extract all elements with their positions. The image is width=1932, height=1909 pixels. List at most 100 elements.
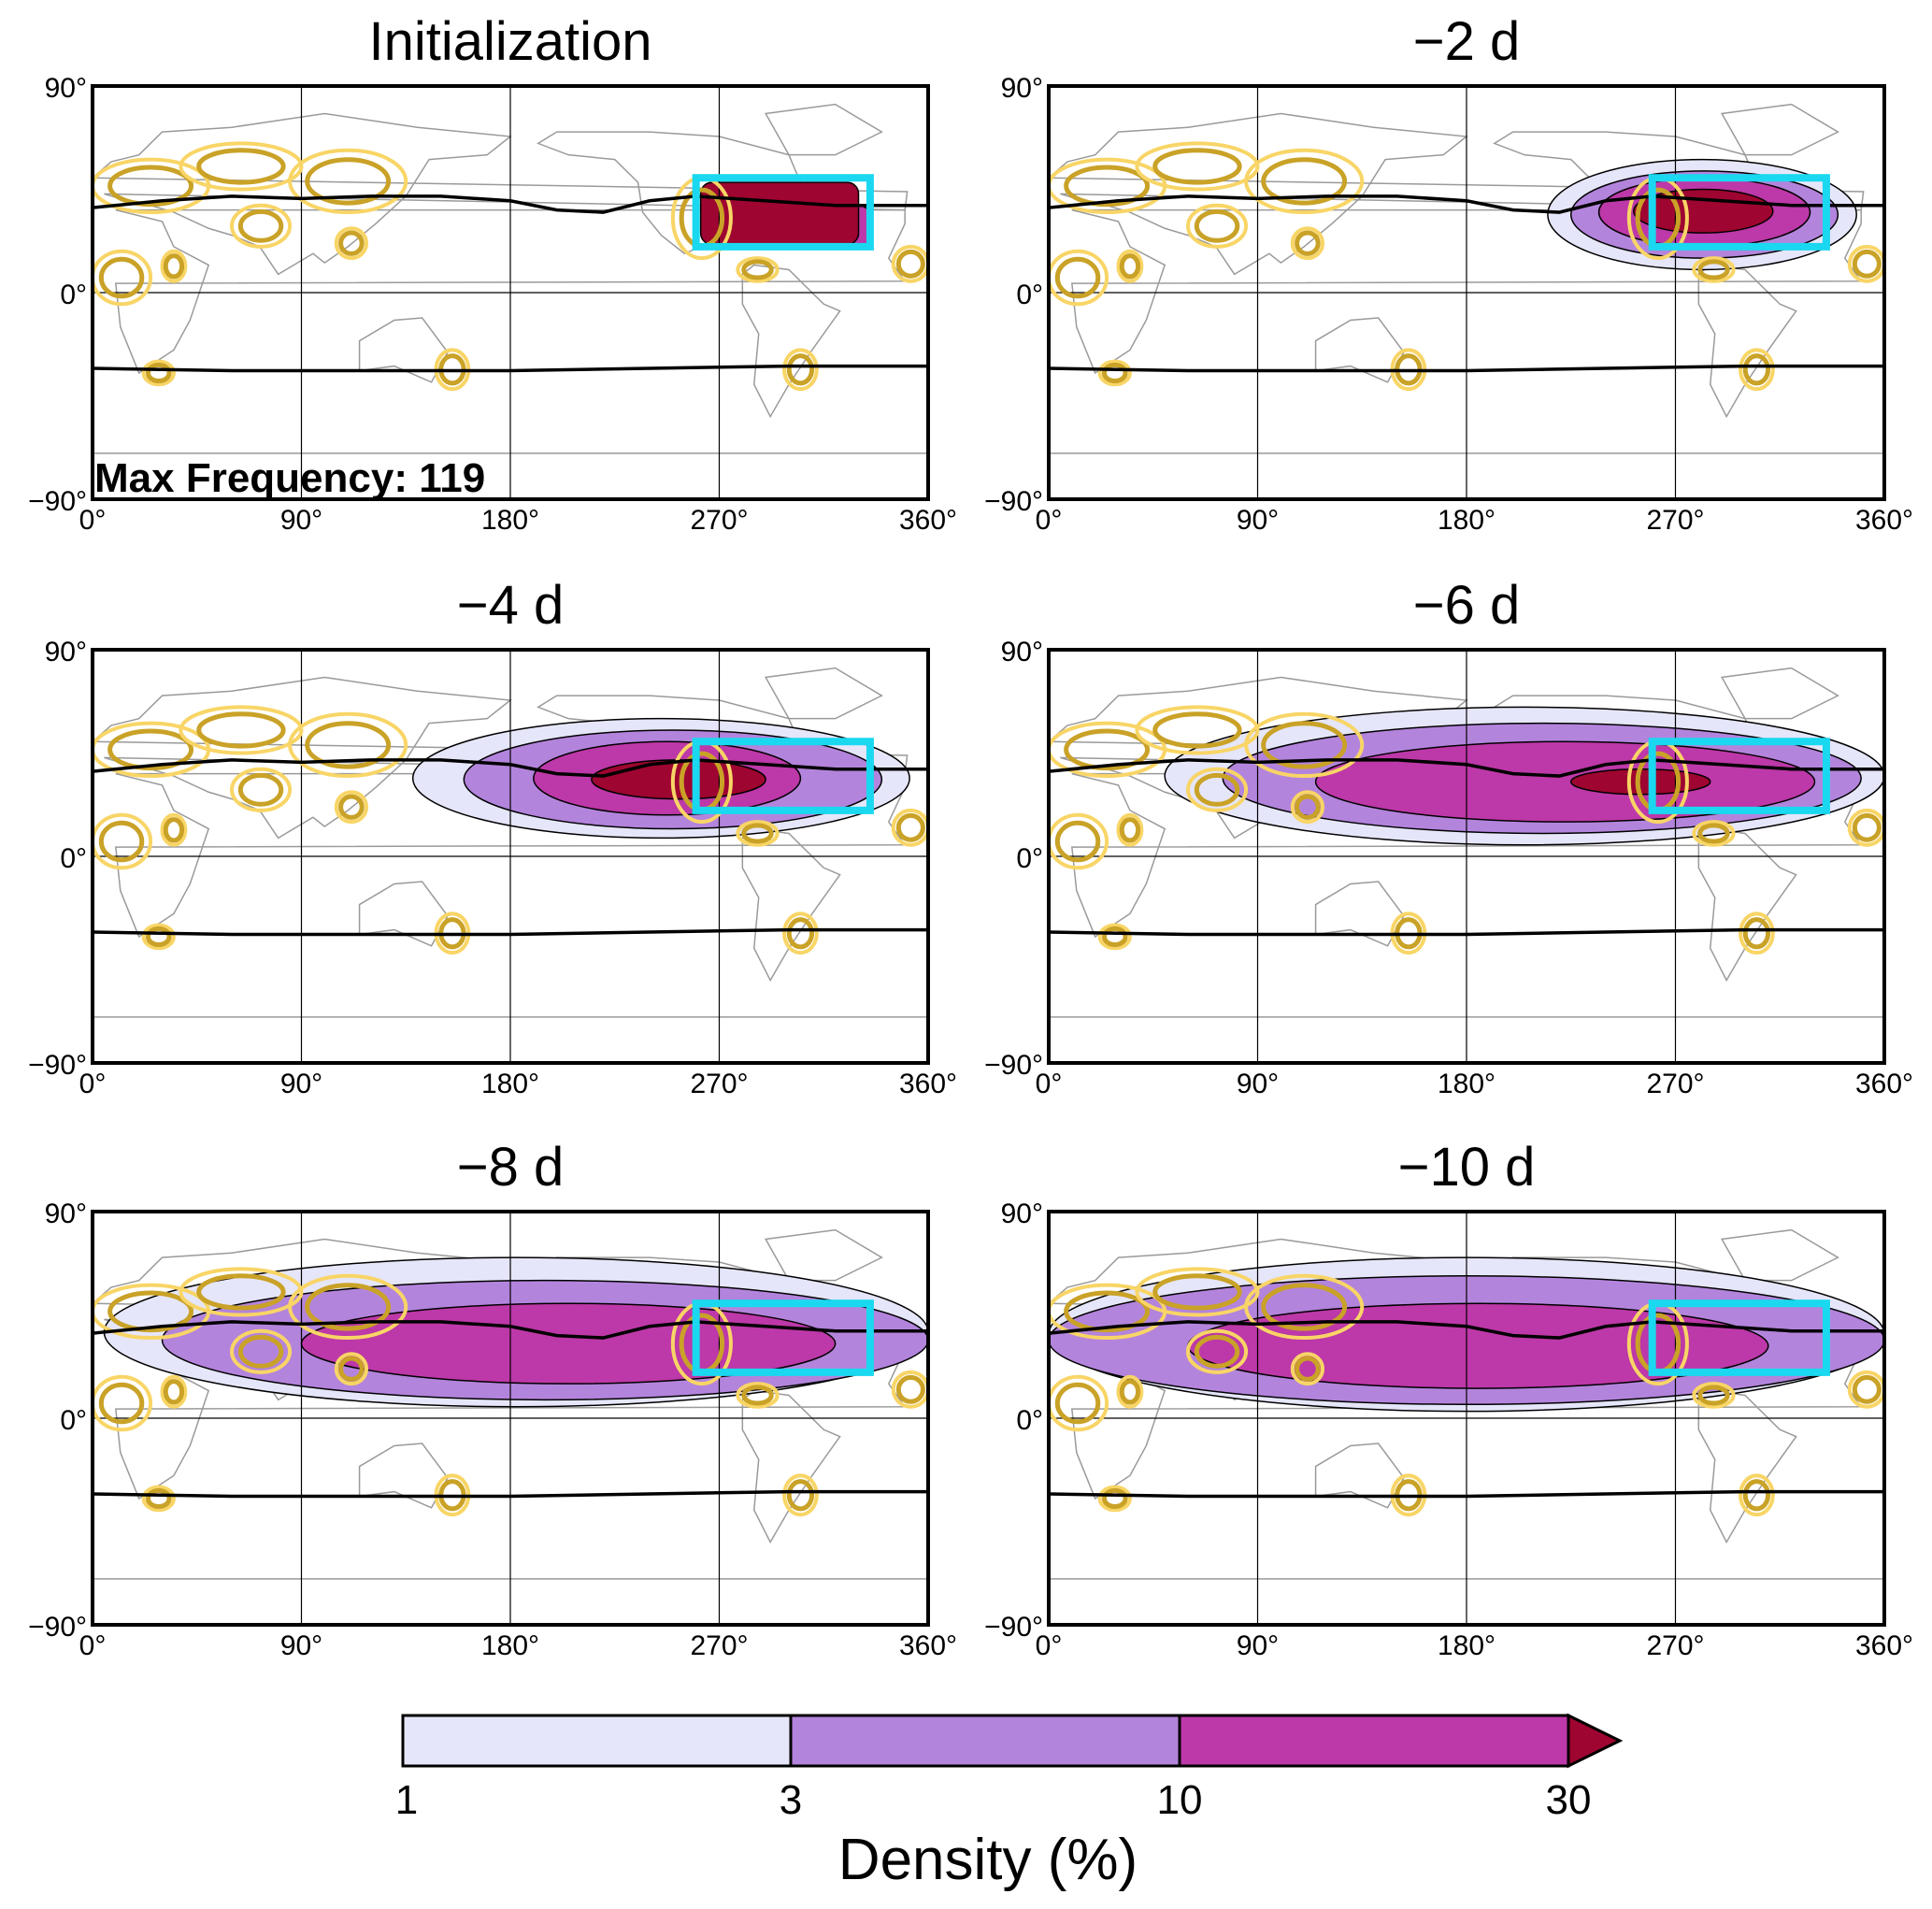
highlight-contour-outer xyxy=(1290,790,1325,825)
highlight-contour-outer xyxy=(141,1485,176,1513)
y-tick-label: 90° xyxy=(45,73,87,104)
highlight-contour-inner xyxy=(1064,1290,1151,1333)
colorbar-bin xyxy=(1178,1714,1570,1768)
panel-title: Initialization xyxy=(368,11,651,72)
y-tick-label: 0° xyxy=(1016,280,1043,310)
highlight-contour-inner xyxy=(1064,165,1151,208)
y-tick-label: 90° xyxy=(45,637,87,667)
map-panels: Initialization 0° 90° 180° 270° 360° 90° 0° −90°… xyxy=(28,11,1913,1661)
highlight-contour-outer xyxy=(1097,1485,1132,1513)
highlight-contour-outer xyxy=(1049,812,1109,870)
colorbar-extend-arrow xyxy=(1567,1713,1624,1769)
highlight-contour-inner xyxy=(895,1374,925,1404)
highlight-contour-outer xyxy=(1116,249,1144,283)
x-tick-label: 360° xyxy=(1855,505,1913,536)
highlight-contour-inner xyxy=(786,353,815,386)
highlight-contour-outer xyxy=(1186,1328,1249,1374)
highlight-contour-inner xyxy=(1054,820,1101,863)
x-tick-label: 180° xyxy=(481,505,539,536)
highlight-contour-outer xyxy=(229,203,293,249)
x-tick-label: 270° xyxy=(1646,1069,1704,1099)
highlight-contour-inner xyxy=(145,926,172,948)
colorbar: 1 3 10 30 Density (%) xyxy=(395,1713,1624,1892)
highlight-contour-outer xyxy=(782,911,819,955)
coastline xyxy=(93,452,928,499)
highlight-contour-inner xyxy=(1152,1273,1242,1311)
highlight-contour-inner xyxy=(1101,1487,1128,1510)
jet-line-north xyxy=(1049,1320,1884,1340)
highlight-contour-inner xyxy=(895,812,925,842)
highlight-contour-inner xyxy=(98,820,145,863)
highlight-contour-outer xyxy=(1847,1370,1884,1409)
highlight-contour-inner xyxy=(1697,1385,1730,1406)
x-tick-label: 90° xyxy=(1237,505,1279,536)
highlight-contour-outer xyxy=(1186,203,1249,249)
colorbar-label: Density (%) xyxy=(838,1828,1138,1892)
target-region-box xyxy=(692,1299,874,1376)
highlight-contour-inner xyxy=(1101,362,1128,384)
highlight-contour-outer xyxy=(141,359,176,387)
highlight-contour-inner xyxy=(1295,1356,1321,1382)
x-tick-label: 270° xyxy=(690,505,748,536)
highlight-contour-inner xyxy=(1852,1374,1882,1404)
highlight-contour-inner xyxy=(196,711,286,749)
highlight-contour-inner xyxy=(305,721,392,769)
highlight-contour-outer xyxy=(736,820,780,847)
coastline xyxy=(1720,1228,1839,1282)
highlight-contour-inner xyxy=(107,728,194,771)
x-tick-label: 360° xyxy=(899,1069,957,1099)
highlight-contour-outer xyxy=(1847,808,1884,847)
panel-title: −8 d xyxy=(457,1137,565,1198)
highlight-contour-outer xyxy=(288,148,408,215)
y-tick-label: −90° xyxy=(984,1050,1043,1081)
highlight-contour-inner xyxy=(1261,721,1348,769)
highlight-contour-outer xyxy=(334,226,369,261)
x-tick-label: 90° xyxy=(280,1069,322,1099)
highlight-contour-inner xyxy=(786,1479,815,1512)
highlight-contour-inner xyxy=(1054,1382,1101,1425)
coastline xyxy=(1049,1016,1884,1063)
highlight-contour-outer xyxy=(1739,348,1775,392)
highlight-contour-inner xyxy=(305,1283,392,1331)
x-tick-label: 90° xyxy=(1237,1069,1279,1099)
x-tick-label: 360° xyxy=(899,505,957,536)
x-tick-label: 90° xyxy=(280,1630,322,1661)
target-region-box xyxy=(1648,1299,1830,1376)
highlight-contour-outer xyxy=(891,808,928,847)
highlight-contour-inner xyxy=(895,249,925,279)
highlight-contour-inner xyxy=(741,823,774,844)
highlight-contour-outer xyxy=(160,249,188,283)
jet-line-south xyxy=(1049,1489,1884,1499)
highlight-contour-outer xyxy=(1290,1352,1325,1386)
highlight-contour-outer xyxy=(1244,1273,1365,1341)
x-tick-label: 180° xyxy=(481,1630,539,1661)
highlight-contour-inner xyxy=(338,1356,365,1382)
y-tick-label: −90° xyxy=(28,486,87,517)
highlight-contour-inner xyxy=(1119,253,1141,280)
highlight-contour-outer xyxy=(334,790,369,825)
x-tick-label: 360° xyxy=(1855,1069,1913,1099)
highlight-contour-outer xyxy=(1739,1473,1775,1517)
y-tick-label: 0° xyxy=(60,843,87,874)
highlight-contour-outer xyxy=(1135,705,1260,755)
highlight-contour-inner xyxy=(163,817,185,843)
max-frequency-label: Max Frequency: 119 xyxy=(94,455,485,501)
highlight-contour-inner xyxy=(1697,823,1730,844)
map-panel: −2 d0° 90° 180° 270° 360°90°0°−90° xyxy=(984,11,1913,536)
target-region-box xyxy=(1648,738,1830,814)
highlight-contour-outer xyxy=(1116,1374,1144,1409)
highlight-contour-outer xyxy=(736,256,780,283)
highlight-contour-inner xyxy=(1194,1334,1240,1369)
panel-title: −4 d xyxy=(457,575,565,636)
colorbar-tick: 1 xyxy=(395,1777,418,1823)
target-region-box xyxy=(692,174,874,251)
highlight-contour-outer xyxy=(1049,249,1109,307)
jet-line-north xyxy=(93,1320,928,1340)
x-tick-label: 90° xyxy=(1237,1630,1279,1661)
highlight-contour-outer xyxy=(160,1374,188,1409)
map-frame xyxy=(91,1210,930,1627)
map-panel: −10 d0° 90° 180° 270° 360°90°0°−90° xyxy=(984,1137,1913,1661)
y-tick-label: 90° xyxy=(45,1199,87,1229)
highlight-contour-outer xyxy=(782,1473,819,1517)
